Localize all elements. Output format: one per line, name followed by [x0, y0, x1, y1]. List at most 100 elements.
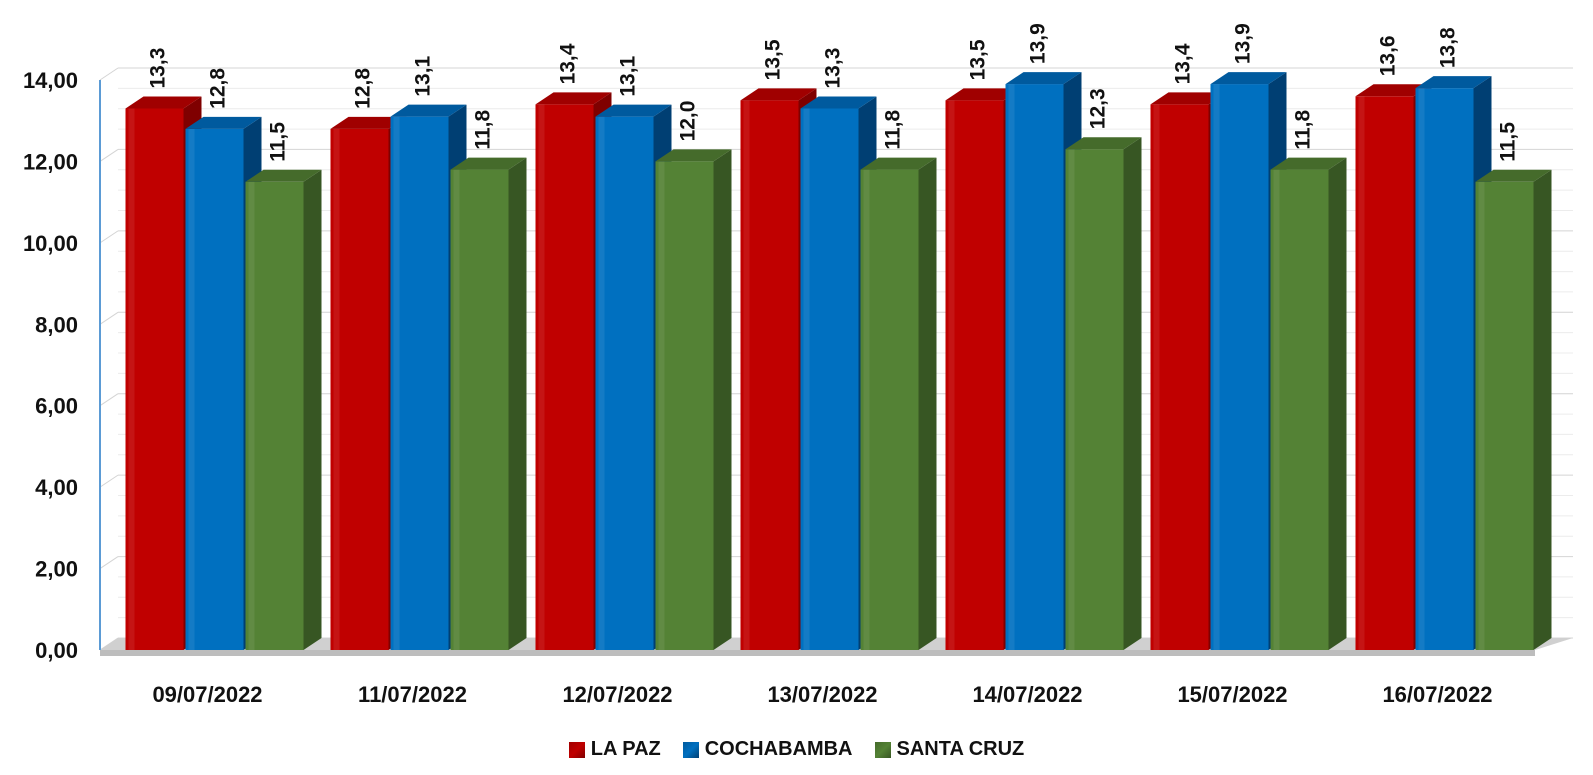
gridline-side	[99, 230, 119, 244]
bar-highlight	[1008, 84, 1015, 651]
bar-front	[655, 161, 714, 650]
bar-front	[1475, 181, 1534, 651]
bar-highlight	[1213, 84, 1220, 651]
bar-highlight	[248, 181, 255, 651]
bar-top	[1150, 92, 1227, 105]
bar-highlight	[863, 169, 870, 651]
bar-top	[945, 88, 1022, 101]
bar	[1065, 137, 1142, 650]
data-label: 11,5	[267, 122, 290, 162]
bar-top	[800, 96, 877, 109]
x-tick-label: 16/07/2022	[1382, 682, 1492, 707]
bar-top	[330, 116, 407, 129]
bar-top	[1065, 137, 1142, 150]
bar	[655, 149, 732, 650]
bar-front	[595, 116, 654, 650]
y-tick-label: 14,00	[23, 68, 78, 93]
data-label: 12,0	[677, 101, 700, 142]
bar-top	[390, 104, 467, 117]
bar-top	[860, 157, 937, 170]
bar-highlight	[1153, 104, 1160, 650]
x-tick-label: 13/07/2022	[767, 682, 877, 707]
bar	[125, 96, 202, 650]
bar-front	[125, 108, 184, 650]
bar-front	[450, 169, 509, 651]
bar-highlight	[1273, 169, 1280, 651]
y-tick-label: 10,00	[23, 231, 78, 256]
gridline-side	[99, 393, 119, 407]
data-label: 13,1	[412, 55, 435, 96]
bar-highlight	[948, 100, 955, 651]
data-label: 13,3	[822, 48, 845, 89]
legend-swatch	[682, 741, 699, 758]
data-label: 11,8	[882, 110, 905, 150]
bar-highlight	[1418, 88, 1425, 650]
bar-top	[125, 96, 202, 109]
bar-highlight	[393, 116, 400, 650]
legend-item: COCHABAMBA	[682, 738, 853, 761]
data-label: 13,3	[147, 48, 170, 89]
data-label: 13,6	[1377, 35, 1400, 76]
bar-highlight	[1478, 181, 1485, 651]
bar-front	[1355, 96, 1414, 651]
bar	[245, 169, 322, 651]
bar-highlight	[743, 100, 750, 651]
data-labels: 13,3 12,8 11,5 12,8 13,1 11,8 13,4 13,1 12,0 13,5…	[147, 23, 1520, 162]
bars	[125, 72, 1552, 651]
bar-highlight	[658, 161, 665, 650]
y-tick-label: 6,00	[35, 394, 78, 419]
bar-top	[655, 149, 732, 162]
x-tick-label: 09/07/2022	[152, 682, 262, 707]
bar	[1475, 169, 1552, 651]
legend: LA PAZ COCHABAMBA SANTA CRUZ	[0, 738, 1593, 761]
legend-item: SANTA CRUZ	[874, 738, 1025, 761]
floor-edge	[100, 650, 1535, 656]
data-label: 13,4	[557, 43, 580, 84]
bar	[450, 157, 527, 651]
bar-top	[535, 92, 612, 105]
data-label: 12,8	[207, 68, 230, 109]
bar-top	[740, 88, 817, 101]
bar-front	[1270, 169, 1329, 651]
bar-front	[390, 116, 449, 650]
data-label: 11,8	[472, 110, 495, 150]
bar-side	[508, 157, 527, 651]
bar-highlight	[598, 116, 605, 650]
bar-side	[303, 169, 322, 651]
legend-label: COCHABAMBA	[704, 738, 853, 760]
data-label: 13,1	[617, 55, 640, 96]
bar-front	[860, 169, 919, 651]
gridline-side	[99, 311, 119, 325]
bar-highlight	[333, 128, 340, 650]
y-tick-label: 8,00	[35, 312, 78, 337]
bar-highlight	[1358, 96, 1365, 651]
legend-label: SANTA CRUZ	[896, 738, 1025, 760]
bar-top	[595, 104, 672, 117]
bar-side	[713, 149, 732, 650]
data-label: 13,9	[1027, 23, 1050, 64]
legend-label: LA PAZ	[590, 738, 661, 760]
bar-front	[330, 128, 389, 650]
data-label: 11,8	[1292, 110, 1315, 150]
x-axis: 09/07/2022 11/07/2022 12/07/2022 13/07/2022…	[152, 682, 1492, 707]
bar-top	[245, 169, 322, 182]
bar-front	[1005, 84, 1064, 651]
bar-highlight	[453, 169, 460, 651]
data-label: 13,9	[1232, 23, 1255, 64]
bar-highlight	[128, 108, 135, 650]
bar-top	[1210, 72, 1287, 85]
gridline-side	[99, 67, 119, 81]
y-tick-label: 2,00	[35, 557, 78, 582]
bar-highlight	[188, 128, 195, 650]
x-tick-label: 15/07/2022	[1177, 682, 1287, 707]
data-label: 13,8	[1437, 27, 1460, 68]
bar-top	[1270, 157, 1347, 170]
legend-item: LA PAZ	[568, 738, 661, 761]
legend-swatch	[874, 741, 891, 758]
bar-front	[1150, 104, 1209, 650]
bar-top	[185, 116, 262, 129]
bar	[860, 157, 937, 651]
bar-top	[1355, 84, 1432, 97]
legend-swatch	[568, 741, 585, 758]
